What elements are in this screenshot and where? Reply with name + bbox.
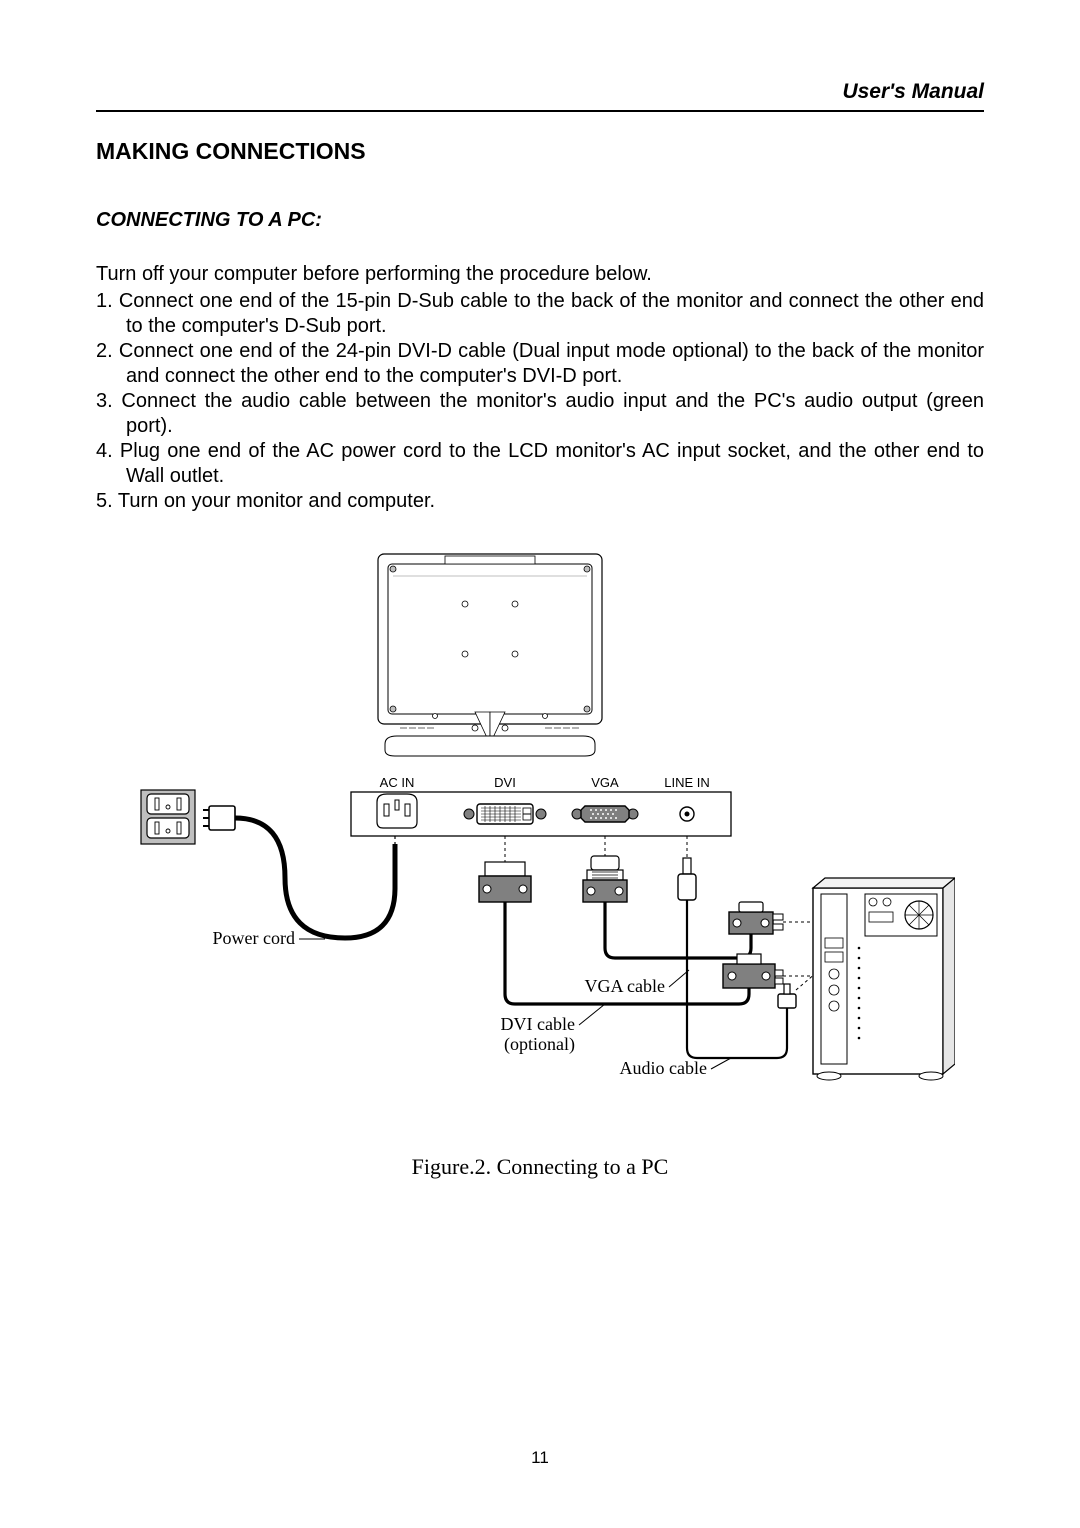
step-5: 5. Turn on your monitor and computer. xyxy=(96,489,984,514)
label-dvi-note: (optional) xyxy=(504,1034,575,1055)
label-audio-cable: Audio cable xyxy=(620,1058,707,1078)
section-title: MAKING CONNECTIONS xyxy=(96,138,984,165)
step-4: 4. Plug one end of the AC power cord to … xyxy=(96,439,984,489)
subsection-title: CONNECTING TO A PC: xyxy=(96,209,984,232)
figure-caption: Figure.2. Connecting to a PC xyxy=(96,1154,984,1180)
header-rule xyxy=(96,110,984,112)
step-list: 1. Connect one end of the 15-pin D-Sub c… xyxy=(96,289,984,514)
header-right: User's Manual xyxy=(96,80,984,104)
dvi-connector-top xyxy=(479,862,531,902)
vga-connector-pc xyxy=(729,902,783,934)
label-ac-in: AC IN xyxy=(380,775,415,790)
label-dvi: DVI xyxy=(494,775,516,790)
pc-tower xyxy=(813,878,955,1080)
audio-plug-top xyxy=(678,858,696,900)
label-dvi-cable: DVI cable xyxy=(501,1014,575,1034)
step-1: 1. Connect one end of the 15-pin D-Sub c… xyxy=(96,289,984,339)
label-vga: VGA xyxy=(591,775,619,790)
audio-plug-pc xyxy=(778,984,796,1008)
step-2: 2. Connect one end of the 24-pin DVI-D c… xyxy=(96,339,984,389)
label-power-cord: Power cord xyxy=(213,928,295,948)
monitor xyxy=(378,554,602,756)
vga-connector-top xyxy=(583,856,627,902)
connection-diagram: AC IN DVI VGA LINE IN xyxy=(125,544,955,1114)
intro-text: Turn off your computer before performing… xyxy=(96,262,984,287)
step-3: 3. Connect the audio cable between the m… xyxy=(96,389,984,439)
cable-labels: VGA cable DVI cable (optional) Audio cab… xyxy=(501,970,731,1078)
page-number: 11 xyxy=(0,1448,1080,1468)
port-strip: AC IN DVI VGA LINE IN xyxy=(351,775,731,836)
label-line-in: LINE IN xyxy=(664,775,710,790)
figure: AC IN DVI VGA LINE IN xyxy=(96,544,984,1114)
label-vga-cable: VGA cable xyxy=(585,976,665,996)
wall-outlet xyxy=(141,790,195,844)
